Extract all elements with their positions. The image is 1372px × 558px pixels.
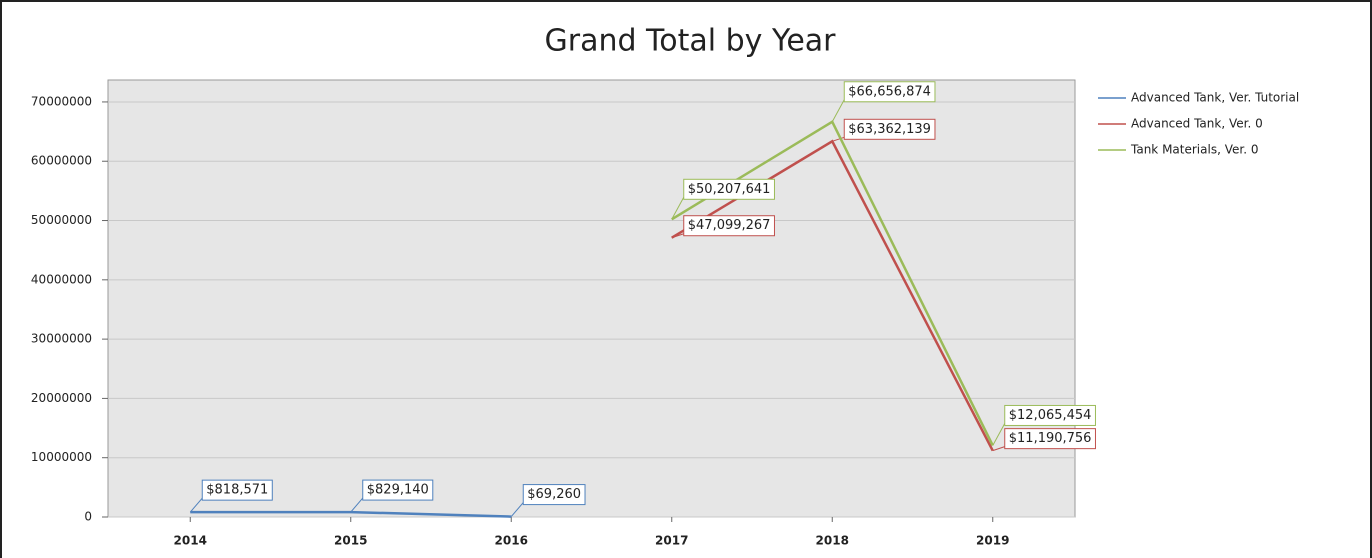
leader-line	[189, 497, 203, 513]
label-box	[1004, 404, 1096, 426]
label-box	[843, 81, 936, 103]
label-box	[843, 118, 936, 140]
legend-label: Advanced Tank, Ver. 0	[1131, 117, 1263, 131]
x-tick-label: 2018	[816, 534, 849, 548]
y-tick-label: 50000000	[31, 213, 92, 227]
leader-line	[831, 99, 845, 123]
leader-line	[992, 423, 1006, 446]
y-tick-label: 40000000	[31, 272, 92, 286]
y-tick-label: 30000000	[31, 332, 92, 346]
y-tick-label: 20000000	[31, 391, 92, 405]
data-label: $66,656,874	[848, 84, 931, 99]
data-label: $63,362,139	[848, 122, 931, 137]
leader-line	[510, 502, 524, 517]
chart-title: Grand Total by Year	[544, 24, 836, 59]
leader-line	[671, 197, 685, 220]
data-label: $47,099,267	[688, 218, 771, 233]
leader-line	[350, 497, 364, 513]
y-tick-label: 60000000	[31, 154, 92, 168]
label-box	[362, 479, 434, 501]
data-label: $12,065,454	[1009, 408, 1092, 423]
x-tick-label: 2014	[174, 534, 207, 548]
label-box	[683, 178, 775, 200]
x-tick-label: 2015	[334, 534, 367, 548]
label-box	[522, 484, 586, 506]
label-box	[201, 479, 273, 501]
data-label: $818,571	[206, 483, 268, 498]
plot-area	[107, 79, 1076, 518]
line	[190, 510, 512, 518]
data-label: $50,207,641	[688, 182, 771, 197]
data-label: $11,190,756	[1009, 431, 1092, 446]
leader-line	[832, 136, 845, 142]
label-box	[1004, 428, 1096, 450]
leader-line	[671, 233, 684, 239]
leader-line	[992, 446, 1005, 452]
y-tick-label: 10000000	[31, 450, 92, 464]
data-label: $829,140	[367, 483, 429, 498]
legend-label: Tank Materials, Ver. 0	[1130, 143, 1258, 157]
x-tick-label: 2017	[655, 534, 688, 548]
label-box	[683, 215, 775, 237]
data-label: $69,260	[527, 487, 581, 502]
y-tick-label: 70000000	[31, 94, 92, 108]
line	[671, 139, 994, 452]
y-tick-label: 0	[84, 510, 92, 524]
legend-label: Advanced Tank, Ver. Tutorial	[1131, 91, 1299, 105]
x-tick-label: 2019	[976, 534, 1009, 548]
x-tick-label: 2016	[495, 534, 528, 548]
